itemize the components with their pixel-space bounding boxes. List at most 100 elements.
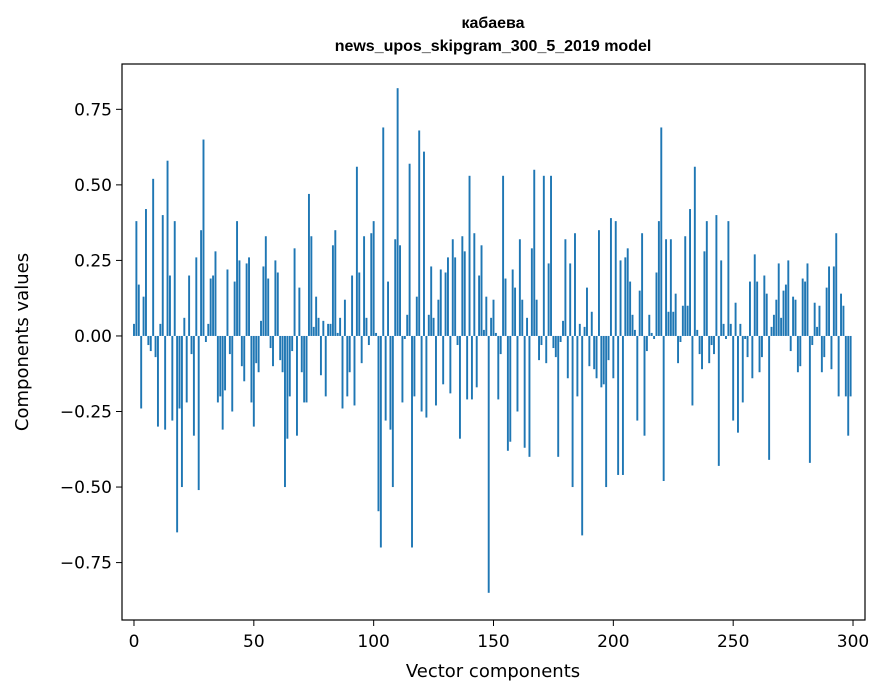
bar (641, 233, 644, 336)
bar (456, 335, 459, 346)
bar (272, 335, 274, 367)
bar (794, 299, 797, 336)
bar (770, 326, 773, 336)
bar (693, 166, 696, 336)
bar (535, 299, 538, 336)
bar (734, 302, 737, 336)
bar (569, 263, 572, 336)
bar (442, 335, 445, 385)
bar (226, 269, 229, 336)
bar (835, 233, 838, 336)
bar (260, 320, 262, 336)
bar (204, 335, 207, 342)
bar (466, 335, 469, 400)
bar (557, 335, 560, 457)
bar (562, 320, 564, 336)
bar (619, 260, 622, 336)
bar (746, 335, 749, 358)
bar (375, 332, 378, 336)
bar (586, 287, 588, 336)
bar (379, 335, 382, 548)
x-tick-label: 150 (477, 632, 509, 652)
bar (645, 335, 648, 352)
bar (135, 221, 138, 336)
bar (526, 317, 529, 336)
bar (516, 335, 519, 412)
bar (796, 335, 799, 373)
bar (528, 335, 531, 457)
bar (792, 296, 795, 336)
bar (389, 335, 392, 430)
bar (631, 314, 634, 336)
bar (370, 233, 373, 336)
bar (324, 335, 327, 397)
bar (159, 323, 162, 336)
bar (154, 335, 157, 358)
bar (228, 335, 231, 355)
y-tick-label: 0.00 (74, 327, 112, 347)
bar (403, 335, 406, 339)
bar (727, 221, 730, 336)
bar (351, 275, 354, 336)
bar (473, 233, 476, 336)
bar (701, 335, 703, 370)
bar (214, 251, 217, 336)
bar (458, 335, 461, 439)
bar (310, 236, 313, 336)
bar (408, 163, 411, 336)
bar (490, 317, 493, 336)
bar (156, 335, 159, 427)
bar (307, 193, 310, 336)
bar (602, 335, 605, 385)
bar (629, 281, 632, 336)
bar (391, 335, 394, 488)
bar (648, 314, 651, 336)
bar (487, 335, 490, 593)
bar (336, 332, 339, 336)
bar (346, 335, 349, 397)
bar (643, 335, 646, 436)
bar (411, 335, 413, 548)
bar (415, 296, 418, 336)
bar (753, 254, 756, 336)
bar (482, 329, 485, 336)
y-tick-label: 0.75 (74, 100, 112, 120)
y-tick-label: 0.25 (74, 251, 112, 271)
bar (504, 278, 507, 336)
bar (190, 335, 193, 355)
bar (784, 284, 787, 336)
bar (437, 299, 440, 336)
bar (358, 272, 361, 336)
bar (317, 317, 320, 336)
bar (518, 239, 521, 336)
bar (832, 266, 835, 336)
bar (758, 335, 761, 373)
bar (806, 263, 809, 336)
bar (607, 335, 610, 361)
bar (250, 335, 253, 403)
bar (816, 326, 819, 336)
bar (823, 335, 826, 358)
bar (387, 281, 389, 336)
bar (444, 272, 447, 336)
bar (281, 335, 284, 373)
y-tick-label: −0.50 (60, 478, 112, 498)
bar (655, 272, 658, 336)
bar (636, 335, 639, 421)
bar (789, 335, 792, 352)
x-tick-label: 300 (837, 632, 869, 652)
bar (600, 335, 603, 388)
bar (264, 236, 267, 336)
bar (787, 260, 790, 336)
bar (590, 311, 593, 336)
bar (638, 290, 641, 336)
bar (461, 236, 464, 336)
bar (624, 257, 627, 336)
bar (684, 236, 687, 336)
bar (665, 239, 668, 336)
bar (399, 245, 401, 336)
bar (744, 335, 747, 339)
bar (319, 335, 322, 376)
bar (552, 335, 555, 349)
bar (837, 335, 840, 397)
